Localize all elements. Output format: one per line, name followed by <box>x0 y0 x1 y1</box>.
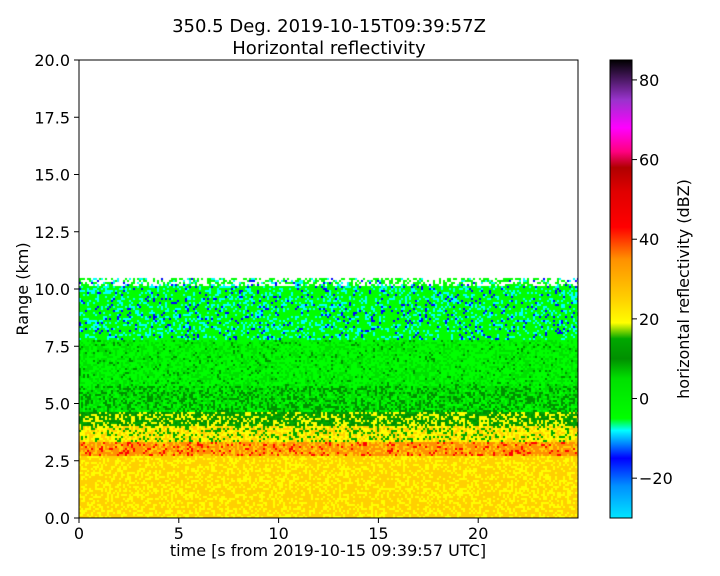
x-tick-label: 10 <box>268 524 288 543</box>
colorbar-tick-label: 20 <box>639 310 659 329</box>
heatmap-layer <box>79 60 578 518</box>
y-tick-label: 10.0 <box>34 280 70 299</box>
x-tick-label: 20 <box>468 524 488 543</box>
y-tick-label: 17.5 <box>34 108 70 127</box>
y-tick-label: 12.5 <box>34 223 70 242</box>
colorbar-tick-label: 80 <box>639 71 659 90</box>
x-tick-label: 15 <box>368 524 388 543</box>
y-tick-label: 5.0 <box>45 395 70 414</box>
colorbar-tick-label: 0 <box>639 390 649 409</box>
colorbar-tick-label: 60 <box>639 151 659 170</box>
chart-title-line2: Horizontal reflectivity <box>232 38 426 59</box>
x-tick-label: 0 <box>74 524 84 543</box>
y-axis: 0.0 2.5 5.0 7.5 10.0 12.5 15.0 17.5 20.0 <box>34 51 79 528</box>
colorbar: −20 0 20 40 60 80 <box>609 59 673 519</box>
y-tick-label: 20.0 <box>34 51 70 70</box>
y-axis-label: Range (km) <box>13 242 32 335</box>
colorbar-ticks: −20 0 20 40 60 80 <box>632 71 673 488</box>
colorbar-gradient <box>609 59 633 519</box>
x-axis-label: time [s from 2019-10-15 09:39:57 UTC] <box>170 541 486 560</box>
chart-title-line1: 350.5 Deg. 2019-10-15T09:39:57Z <box>172 16 486 37</box>
y-tick-label: 7.5 <box>45 337 70 356</box>
colorbar-tick-label: 40 <box>639 230 659 249</box>
y-tick-label: 15.0 <box>34 166 70 185</box>
y-tick-label: 0.0 <box>45 509 70 528</box>
colorbar-label: horizontal reflectivity (dBZ) <box>674 179 693 399</box>
plot-area <box>78 59 579 519</box>
x-tick-label: 5 <box>174 524 184 543</box>
reflectivity-field <box>79 60 578 518</box>
colorbar-tick-label: −20 <box>639 469 673 488</box>
x-axis: 0 5 10 15 20 <box>74 518 488 543</box>
y-tick-label: 2.5 <box>45 452 70 471</box>
